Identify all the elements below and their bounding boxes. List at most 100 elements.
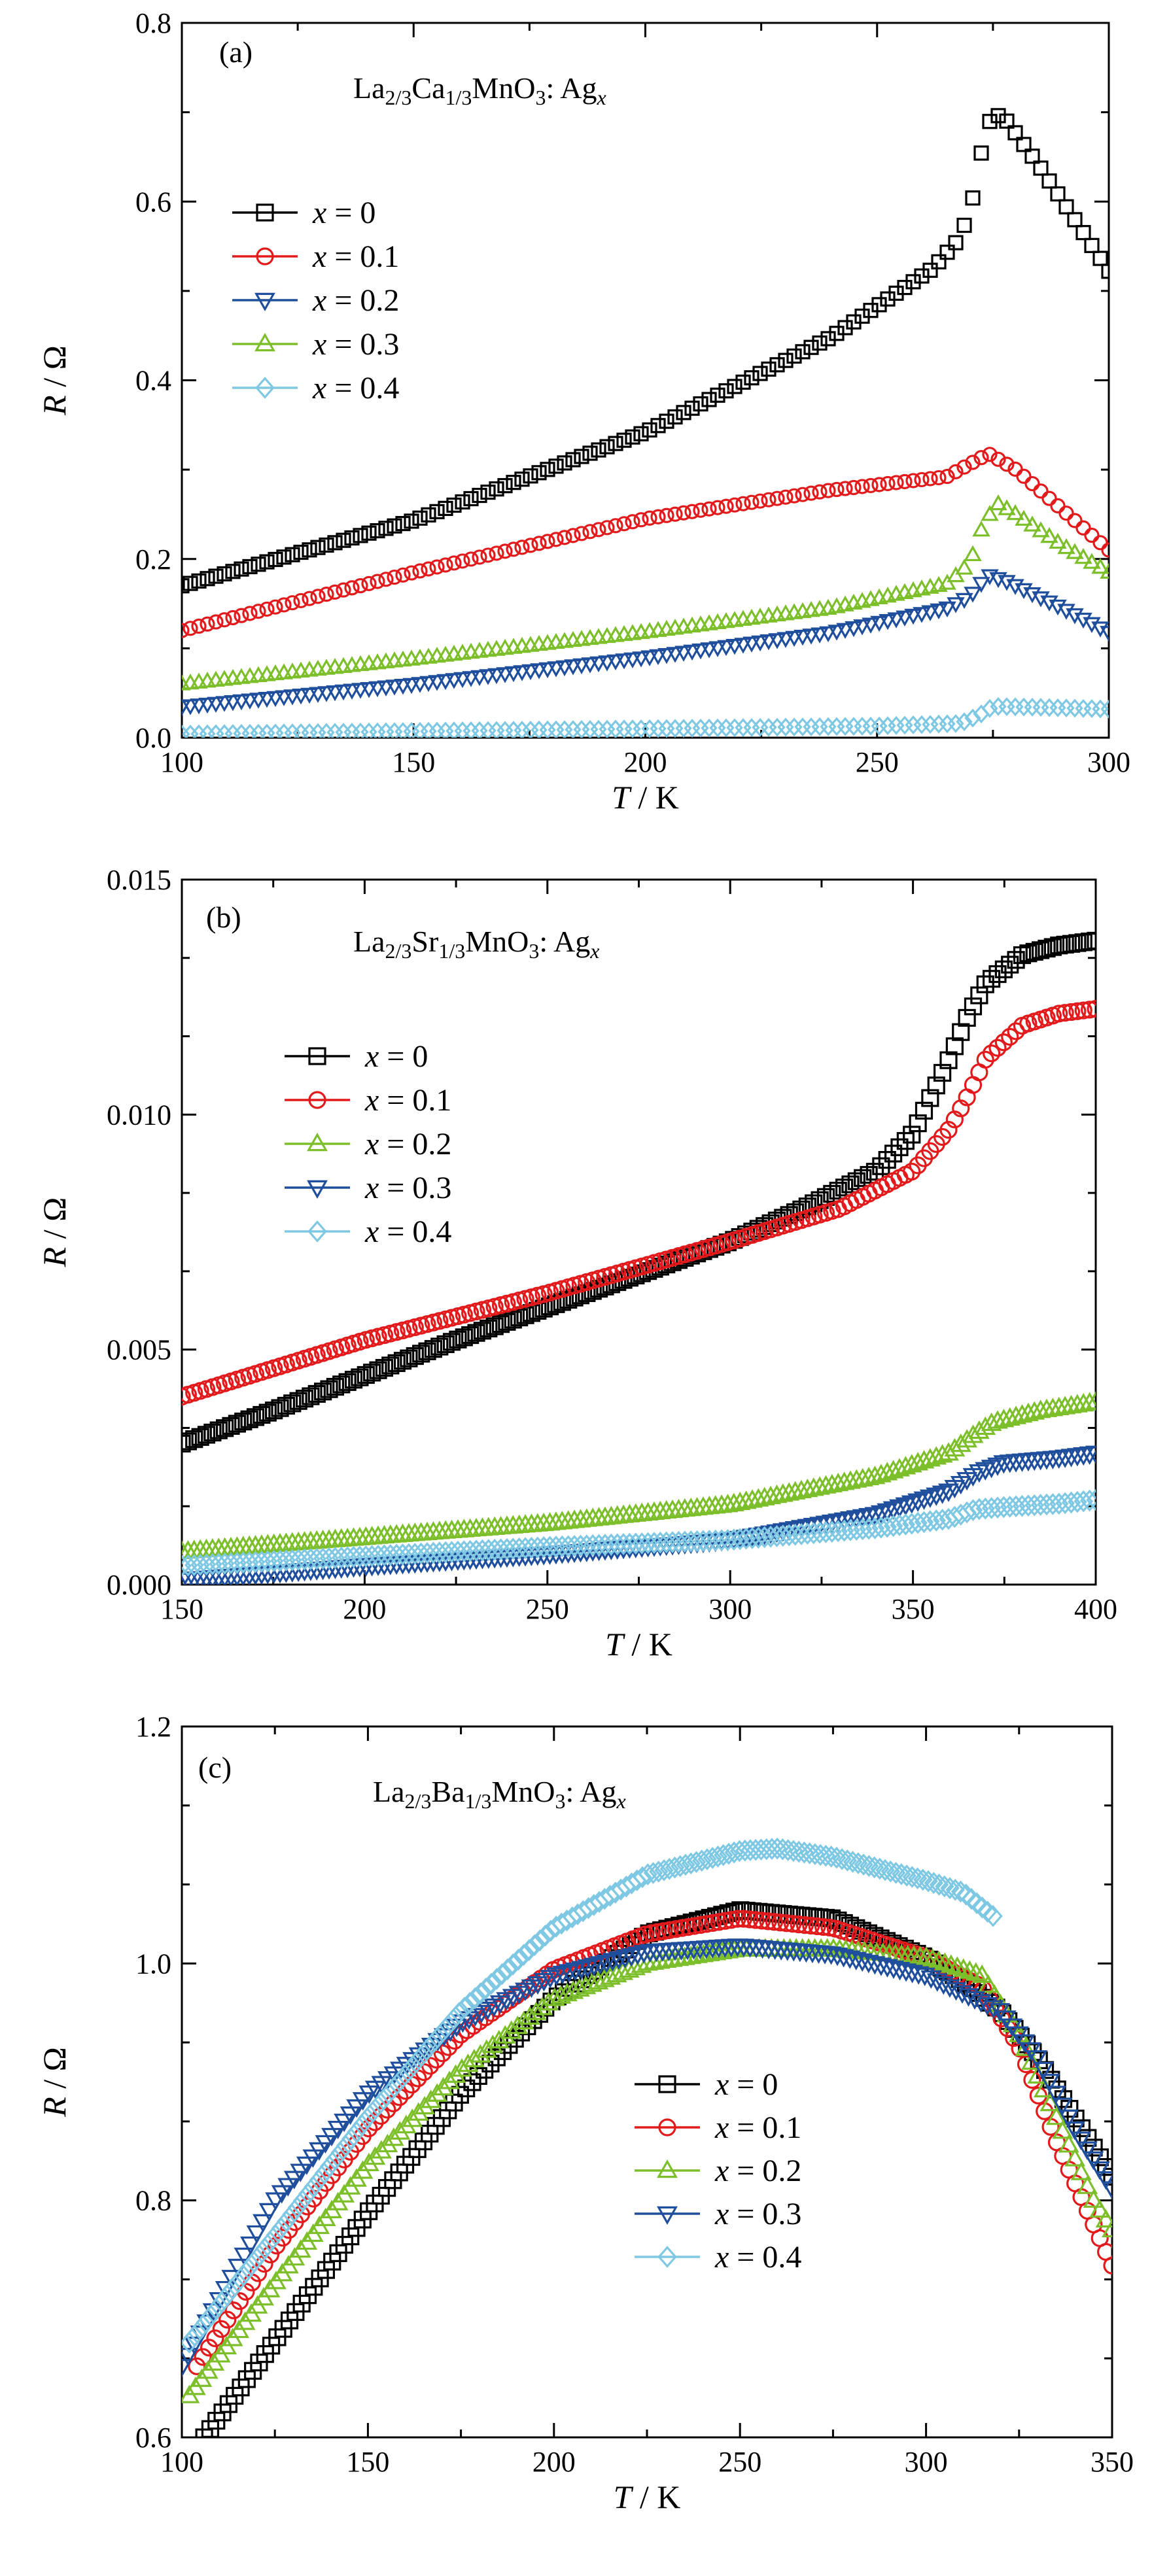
data-point	[616, 516, 632, 532]
legend-variable: x	[714, 2110, 729, 2145]
series-4-markers	[182, 1488, 1096, 1577]
data-point	[234, 561, 249, 577]
data-point	[735, 374, 751, 390]
data-point	[897, 473, 913, 490]
legend-label: x = 0.1	[714, 2110, 801, 2145]
legend-entry-2: x = 0.2	[635, 2154, 801, 2188]
data-point	[521, 664, 540, 681]
data-point	[191, 573, 207, 589]
data-point	[812, 484, 828, 500]
data-point	[1038, 939, 1056, 958]
data-point	[627, 1946, 648, 1965]
data-point	[889, 1499, 910, 1518]
data-point	[455, 1997, 474, 2019]
data-point	[334, 684, 353, 701]
data-point	[287, 2196, 307, 2219]
data-point	[408, 2102, 429, 2121]
data-point	[987, 1457, 1008, 1476]
data-point	[317, 686, 336, 702]
x-tick-label: 250	[856, 746, 899, 778]
data-point	[964, 708, 981, 728]
data-point	[748, 1488, 769, 1507]
data-point	[363, 1364, 381, 1382]
data-point	[352, 2092, 374, 2111]
data-point	[1024, 1401, 1045, 1420]
data-point	[277, 2178, 299, 2197]
data-point	[430, 1337, 449, 1356]
data-point	[387, 518, 402, 534]
data-point	[395, 2063, 415, 2086]
data-point	[625, 429, 640, 445]
data-point	[489, 545, 504, 561]
x-tick-label: 150	[392, 746, 435, 778]
data-point	[939, 1121, 958, 1139]
title-part: Ca	[411, 71, 445, 105]
data-point	[508, 1948, 529, 1971]
data-point	[870, 1957, 892, 1976]
data-point	[746, 1911, 765, 1929]
title-part: 3	[529, 939, 539, 963]
data-point	[1102, 2218, 1112, 2238]
data-point	[343, 683, 361, 700]
data-point	[346, 2099, 368, 2118]
x-axis-variable: T	[612, 779, 632, 816]
data-point	[224, 695, 242, 712]
data-point	[734, 1910, 753, 1928]
data-point	[724, 1841, 744, 1864]
data-point	[627, 1266, 645, 1284]
data-point	[797, 1478, 818, 1498]
data-point	[828, 625, 846, 641]
data-point	[412, 510, 428, 526]
title-part: MnO	[491, 1775, 555, 1808]
data-point	[1089, 2161, 1110, 2180]
data-point	[390, 2070, 410, 2093]
data-point	[480, 484, 496, 500]
data-point	[803, 339, 819, 355]
data-point	[926, 1446, 947, 1465]
data-point	[406, 1347, 424, 1365]
legend-entry-0: x = 0	[232, 196, 375, 230]
data-point	[265, 2192, 287, 2211]
y-axis-variable: R	[36, 2097, 73, 2118]
data-point	[260, 2231, 280, 2253]
data-point	[514, 472, 530, 487]
legend-entry-4: x = 0.4	[635, 2240, 801, 2275]
data-point	[940, 1954, 962, 1973]
data-point	[879, 614, 897, 630]
data-point	[978, 1900, 998, 1923]
data-point	[461, 1326, 480, 1345]
legend-variable: x	[364, 1171, 379, 1205]
data-point	[422, 2033, 442, 2055]
data-point	[215, 696, 234, 712]
data-point	[1015, 509, 1033, 526]
data-point	[552, 1965, 574, 1985]
data-point	[964, 545, 982, 562]
data-point	[820, 1946, 842, 1965]
data-point	[394, 678, 412, 695]
data-point	[402, 2108, 423, 2127]
legend-marker	[256, 203, 274, 222]
data-point	[771, 1914, 790, 1932]
data-point	[1064, 2148, 1086, 2167]
data-point	[761, 492, 777, 507]
title-part: x	[597, 86, 606, 109]
data-point	[276, 549, 292, 565]
chart-title: La2/3Ca1/3MnO3: Agx	[353, 71, 606, 109]
data-point	[378, 521, 394, 536]
data-point	[558, 1964, 580, 1983]
data-point	[896, 610, 914, 627]
data-point	[633, 512, 649, 528]
data-point	[999, 1407, 1021, 1426]
data-point	[752, 493, 768, 509]
y-tick-label: 0.4	[135, 365, 171, 397]
data-point	[643, 1862, 663, 1884]
data-point	[432, 2076, 454, 2096]
title-part: : Ag	[566, 1775, 617, 1808]
data-point	[1103, 2167, 1112, 2186]
data-point	[602, 1953, 623, 1972]
data-point	[606, 654, 625, 671]
data-point	[833, 1471, 855, 1490]
data-point	[864, 1507, 886, 1526]
data-point	[463, 551, 479, 567]
